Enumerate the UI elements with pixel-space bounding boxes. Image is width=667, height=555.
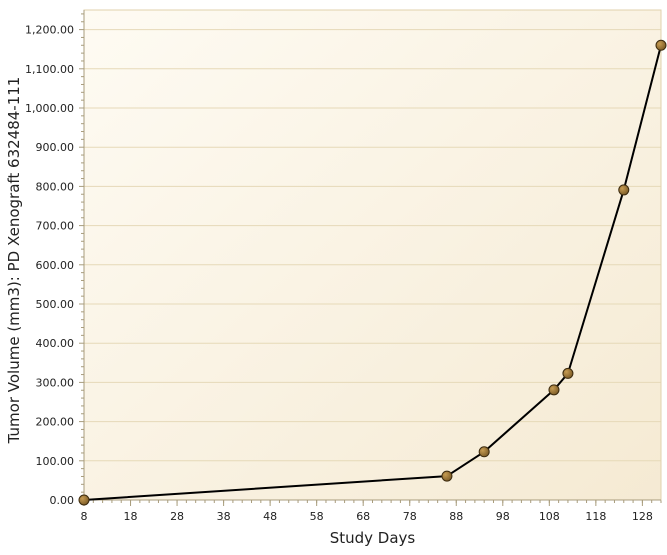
y-tick-label: 1,200.00: [25, 24, 74, 37]
y-tick-label: 800.00: [36, 180, 75, 193]
x-tick-label: 118: [585, 510, 606, 523]
series-layer: [78, 39, 667, 506]
data-point: [655, 39, 667, 51]
y-tick-label: 700.00: [36, 220, 75, 233]
x-tick-label: 98: [496, 510, 510, 523]
gridlines: [84, 29, 661, 462]
y-tick-label: 300.00: [36, 376, 75, 389]
x-tick-label: 38: [217, 510, 231, 523]
x-tick-label: 128: [632, 510, 653, 523]
x-axis-label: Study Days: [330, 529, 416, 547]
x-tick-label: 8: [81, 510, 88, 523]
y-tick-label: 100.00: [36, 455, 75, 468]
y-tick-label: 400.00: [36, 337, 75, 350]
y-tick-label: 0.00: [50, 494, 75, 507]
y-tick-label: 200.00: [36, 416, 75, 429]
data-point: [78, 494, 90, 506]
data-point: [618, 184, 630, 196]
data-point: [548, 384, 560, 396]
x-tick-label: 58: [310, 510, 324, 523]
x-tick-label: 78: [403, 510, 417, 523]
x-tick-label: 68: [356, 510, 370, 523]
x-tick-label: 108: [539, 510, 560, 523]
axes: 0.00 100.00 200.00 300.00 400.00 500.00 600.00…: [25, 9, 662, 523]
data-point: [441, 470, 453, 482]
x-tick-label: 88: [449, 510, 463, 523]
plot-area: [84, 10, 661, 500]
y-tick-label: 1,000.00: [25, 102, 74, 115]
x-tick-label: 48: [263, 510, 277, 523]
y-tick-label: 500.00: [36, 298, 75, 311]
data-point: [562, 367, 574, 379]
x-tick-label: 18: [124, 510, 138, 523]
data-point: [478, 446, 490, 458]
y-tick-label: 900.00: [36, 141, 75, 154]
y-axis-label: Tumor Volume (mm3): PD Xenograft 632484-…: [5, 77, 23, 445]
y-tick-label: 1,100.00: [25, 63, 74, 76]
y-tick-label: 600.00: [36, 259, 75, 272]
x-tick-label: 28: [170, 510, 184, 523]
